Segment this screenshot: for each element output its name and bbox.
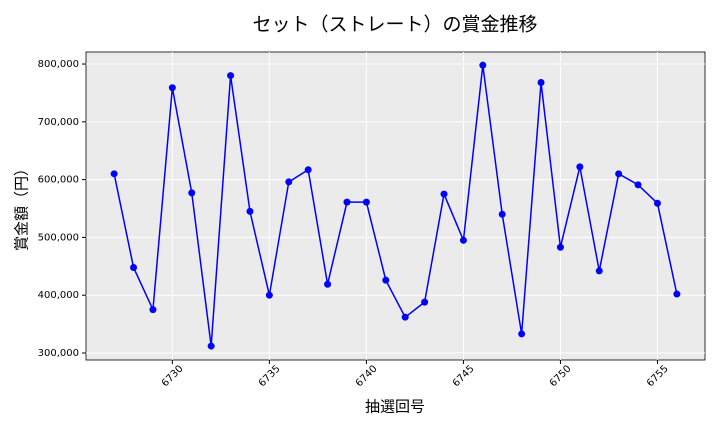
y-tick-label: 500,000 [38,232,79,243]
point [110,170,118,178]
point [362,198,370,206]
y-tick-label: 300,000 [38,348,79,359]
point [265,291,273,299]
point [343,198,351,206]
y-axis-label: 賞金額（円） [13,161,31,251]
y-tick-label: 800,000 [38,59,79,70]
x-axis-label: 抽選回号 [365,398,425,416]
point [382,276,390,284]
point [168,84,176,92]
point [498,210,506,218]
point [576,163,584,171]
plot-area [85,51,706,361]
x-tick-label: 6755 [645,363,671,389]
point [673,290,681,298]
point [653,199,661,207]
point [421,298,429,306]
y-tick-label: 400,000 [38,290,79,301]
x-tick-label: 6740 [354,363,380,389]
point [459,236,467,244]
point [556,243,564,251]
y-tick-label: 600,000 [38,175,79,186]
point [149,306,157,314]
chart-title: セット（ストレート）の賞金推移 [252,14,537,36]
x-tick-label: 6745 [451,363,477,389]
x-tick-label: 6735 [257,363,283,389]
point [615,170,623,178]
point [440,190,448,198]
point [401,313,409,321]
point [227,72,235,80]
point [285,178,293,186]
point [479,61,487,69]
x-tick-label: 6730 [160,363,186,389]
point [207,342,215,350]
point [304,166,312,174]
point [634,181,642,189]
y-tick-label: 700,000 [38,117,79,128]
point [246,207,254,215]
point [324,280,332,288]
point [188,189,196,197]
point [130,263,138,271]
point [595,267,603,275]
point [518,330,526,338]
x-tick-label: 6750 [548,363,574,389]
point [537,79,545,87]
line [113,65,678,347]
